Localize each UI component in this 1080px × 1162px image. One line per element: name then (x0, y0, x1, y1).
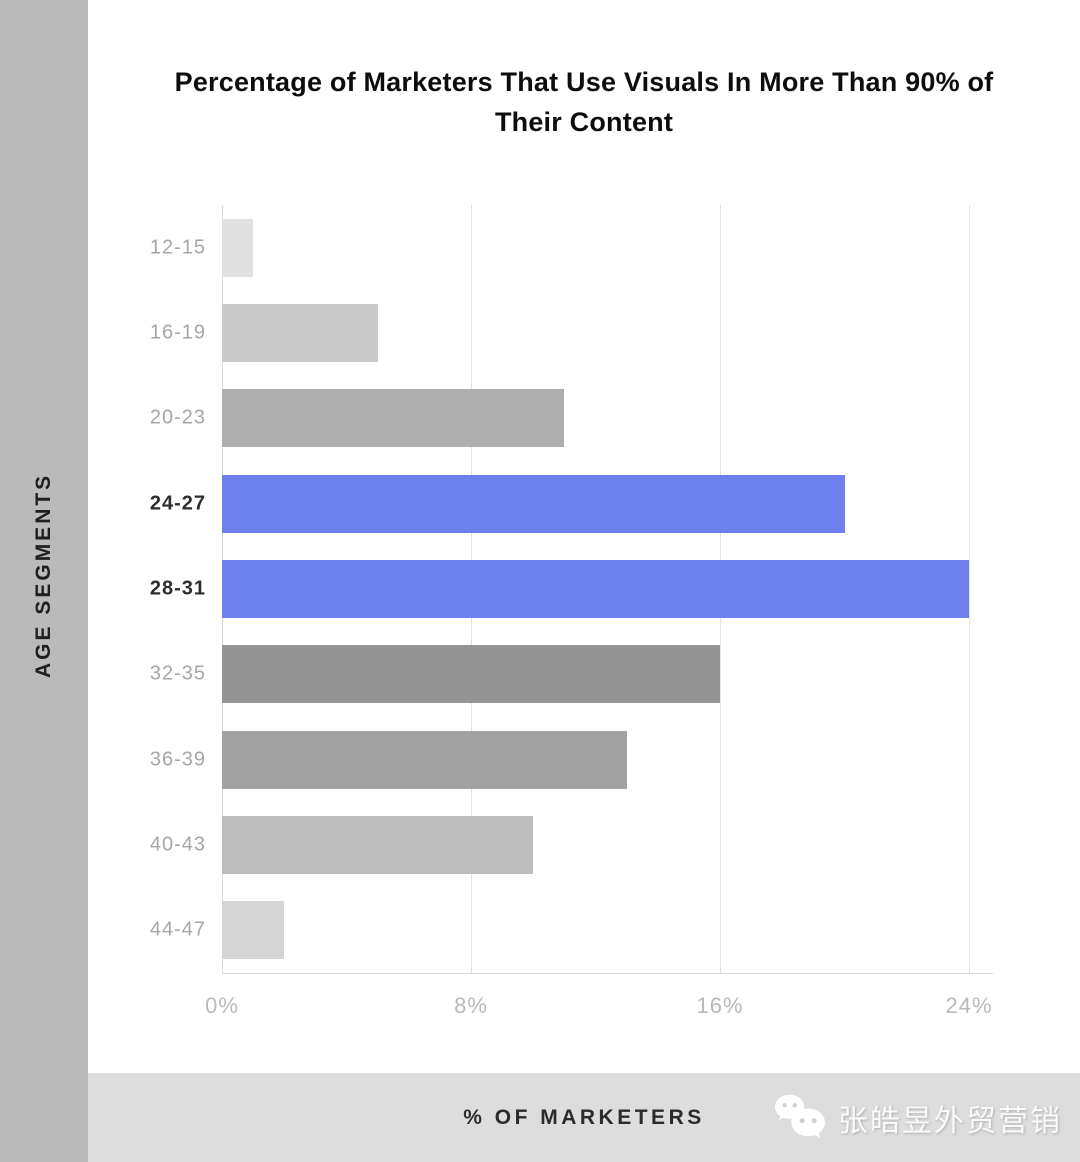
age-label-24-27: 24-27 (149, 492, 206, 515)
gridline-24 (969, 205, 970, 973)
bar-row-36-39: 36-39 (88, 717, 1080, 802)
bar-36-39 (222, 730, 627, 789)
x-tick-16: 16% (696, 993, 744, 1018)
bar-row-20-23: 20-23 (88, 376, 1080, 461)
age-label-36-39: 36-39 (149, 748, 206, 771)
bar-16-19 (222, 303, 378, 362)
x-tick-8: 8% (454, 993, 488, 1018)
left-gray-strip (0, 0, 88, 1162)
x-tick-24: 24% (945, 993, 993, 1018)
bar-row-16-19: 16-19 (88, 290, 1080, 375)
age-label-40-43: 40-43 (149, 833, 206, 856)
age-label-12-15: 12-15 (149, 236, 206, 259)
age-label-32-35: 32-35 (149, 662, 206, 685)
bar-row-40-43: 40-43 (88, 802, 1080, 887)
age-label-16-19: 16-19 (149, 321, 206, 344)
bar-row-12-15: 12-15 (88, 205, 1080, 290)
chart-title-text: Percentage of Marketers That Use Visuals… (174, 67, 994, 137)
x-axis-line (222, 973, 993, 974)
age-label-44-47: 44-47 (149, 918, 206, 941)
x-tick-0: 0% (205, 993, 239, 1018)
bar-row-32-35: 32-35 (88, 632, 1080, 717)
bar-20-23 (222, 389, 565, 448)
wechat-icon (775, 1094, 825, 1138)
bar-row-28-31: 28-31 (88, 546, 1080, 631)
age-label-20-23: 20-23 (149, 406, 206, 429)
bar-row-24-27: 24-27 (88, 461, 1080, 546)
age-label-28-31: 28-31 (149, 577, 206, 600)
watermark-text: 张皓昱外贸营销 (838, 1104, 1062, 1138)
bar-44-47 (222, 901, 285, 960)
watermark: 张皓昱外贸营销 (772, 1073, 1062, 1162)
bar-32-35 (222, 645, 720, 704)
bar-24-27 (222, 474, 845, 533)
chart-title: Percentage of Marketers That Use Visuals… (88, 62, 1080, 142)
bar-12-15 (222, 218, 254, 277)
x-axis-title: % OF MARKETERS (463, 1105, 705, 1129)
bar-28-31 (222, 559, 969, 618)
y-axis-title: AGE SEGMENTS (32, 472, 55, 678)
bar-row-44-47: 44-47 (88, 888, 1080, 973)
plot-area: 12-15 16-19 20-23 24-27 28-31 32-35 36-39 40-43… (88, 205, 1080, 974)
bottom-band: % OF MARKETERS 张皓昱外贸营销 (88, 1073, 1080, 1162)
bar-40-43 (222, 815, 534, 874)
